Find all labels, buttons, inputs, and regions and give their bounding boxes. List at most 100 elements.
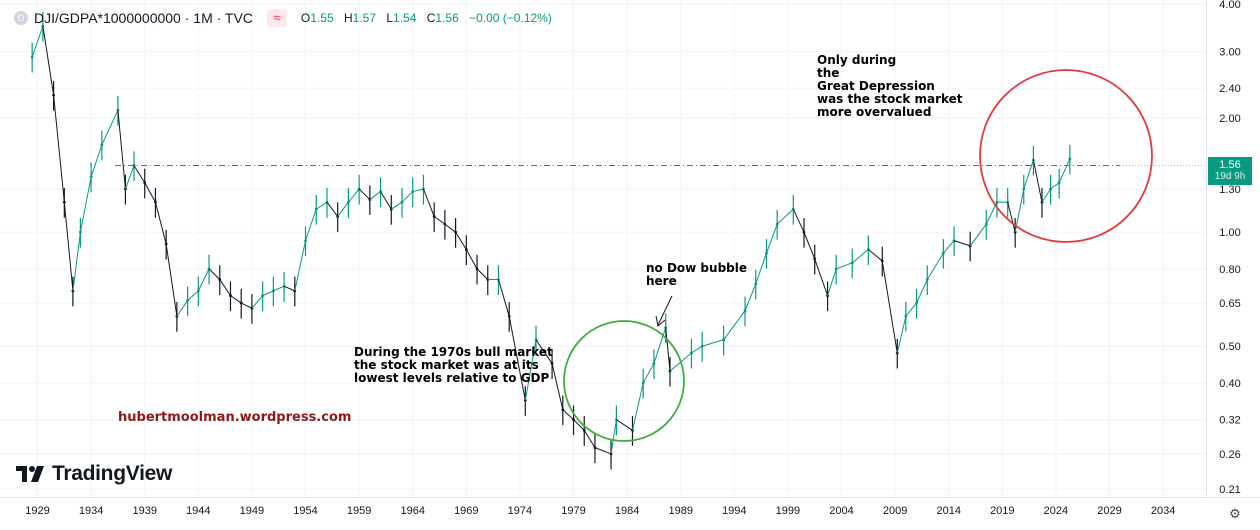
symbol-icon[interactable]: D [14, 11, 28, 25]
low-label: L [386, 11, 394, 25]
price-path-segment [583, 430, 596, 448]
seventies-annotation: During the 1970s bull market the stock m… [354, 345, 553, 385]
price-tick-label: 0.80 [1219, 264, 1240, 276]
price-path-segment [422, 188, 435, 217]
price-path-segment [240, 302, 253, 309]
price-path-segment [665, 327, 671, 372]
price-path-segment [72, 232, 81, 291]
price-path-segment [53, 95, 65, 203]
price-path-segment [283, 285, 295, 292]
data-point [79, 230, 82, 234]
price-path-segment [31, 25, 44, 58]
price-path-segment [305, 209, 317, 241]
high-value: 1.57 [352, 11, 376, 25]
price-path-segment [208, 268, 221, 280]
price-path-segment [476, 268, 489, 280]
tradingview-logo[interactable]: TradingView [16, 462, 172, 486]
price-path-segment [154, 202, 167, 245]
price-path-segment [358, 188, 371, 200]
price-path-segment [197, 268, 210, 292]
last-price-value: 1.56 [1219, 159, 1241, 171]
price-path-segment [691, 345, 703, 354]
time-tick-label: 2009 [883, 505, 907, 517]
last-price-badge: 1.56 19d 9h [1208, 157, 1252, 185]
price-path-segment [766, 223, 778, 254]
price-path-segment [176, 300, 189, 317]
price-path-segment [803, 231, 816, 260]
price-path-segment [702, 339, 724, 347]
price-path-segment [90, 144, 103, 177]
price-path-segment [744, 283, 757, 312]
price-path-segment [251, 295, 264, 309]
time-tick-label: 1989 [668, 505, 692, 517]
price-path-segment [881, 260, 898, 354]
time-tick-label: 2024 [1044, 505, 1068, 517]
price-path-segment [1007, 202, 1016, 233]
gear-icon[interactable]: ⚙ [1229, 506, 1241, 521]
price-path-segment [631, 382, 644, 431]
no-dow-bubble-annotation: no Dow bubble here [646, 261, 747, 288]
price-path-segment [273, 285, 285, 292]
price-path-segment [953, 240, 971, 247]
time-tick-label: 1984 [615, 505, 639, 517]
price-path-segment [79, 176, 92, 233]
price-path-segment [942, 240, 955, 254]
price-path-segment [219, 279, 231, 296]
data-point [995, 200, 999, 204]
seventies-highlight-circle [563, 320, 685, 442]
low-value: 1.54 [393, 11, 417, 25]
price-path-segment [117, 110, 126, 190]
time-tick-label: 2014 [936, 505, 960, 517]
data-point [411, 190, 415, 193]
price-path-segment [827, 268, 837, 296]
time-tick-label: 1934 [79, 505, 103, 517]
data-point [664, 326, 668, 329]
price-path-segment [653, 327, 667, 364]
price-path-segment [465, 249, 478, 270]
tradingview-logo-text: TradingView [52, 462, 173, 485]
price-path-segment [562, 409, 574, 421]
time-tick-label: 1974 [508, 505, 532, 517]
time-scale[interactable]: 1929 1934 1939 1944 1949 1954 1959 1964 1969 1974… [25, 505, 1175, 517]
price-tick-label: 0.50 [1219, 341, 1240, 353]
time-tick-label: 1929 [25, 505, 49, 517]
price-path-segment [792, 208, 805, 233]
bar-countdown: 19d 9h [1214, 171, 1246, 182]
price-path-segment [444, 223, 456, 233]
price-path-segment [723, 310, 746, 341]
price-path-segment [755, 253, 767, 285]
watermark-text: hubertmoolman.wordpress.com [118, 410, 352, 425]
price-scale[interactable]: 4.00 3.00 2.40 2.00 1.30 1.00 0.80 0.65 0.50 0.40… [1219, 0, 1240, 496]
price-path-segment [348, 188, 360, 203]
price-path-segment [642, 363, 655, 384]
price-path-segment [455, 231, 467, 250]
price-path-segment [905, 302, 917, 317]
time-tick-label: 2004 [829, 505, 853, 517]
data-point [1013, 230, 1017, 234]
price-path-segment [814, 258, 829, 296]
price-path-segment [896, 316, 907, 354]
indicator-wave-icon[interactable]: ≈ [266, 9, 287, 27]
price-path-segment [835, 262, 853, 270]
price-path-segment [144, 182, 156, 203]
price-path-segment [326, 201, 339, 217]
close-value: 1.56 [435, 11, 459, 25]
price-path-segment [535, 339, 553, 364]
price-path-segment [1032, 159, 1043, 203]
price-tick-label: 0.21 [1219, 484, 1240, 496]
symbol-title[interactable]: DJI/GDPA*1000000000 · 1M · TVC [34, 10, 253, 26]
time-tick-label: 1959 [347, 505, 371, 517]
price-path-segment [133, 165, 146, 184]
time-tick-label: 1999 [776, 505, 800, 517]
time-tick-label: 2019 [990, 505, 1014, 517]
price-path-segment [926, 252, 944, 280]
price-path-segment [776, 208, 794, 225]
chart-legend: D DJI/GDPA*1000000000 · 1M · TVC ≈ O1.55… [14, 9, 552, 27]
price-path-segment [380, 191, 392, 210]
data-point [1068, 157, 1072, 161]
price-path-segment [1014, 188, 1025, 233]
price-path-segment [851, 249, 869, 264]
price-path-segment [868, 249, 883, 262]
price-tick-label: 2.40 [1219, 83, 1240, 95]
